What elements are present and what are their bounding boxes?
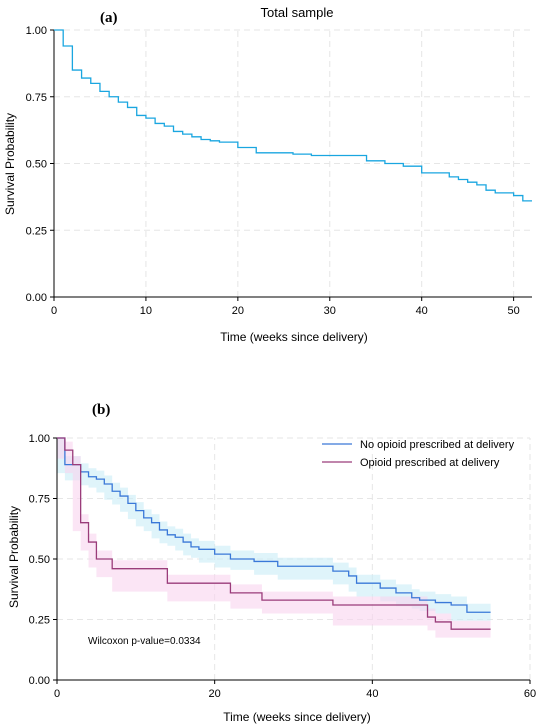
a-series-line-0 xyxy=(54,29,532,202)
survival-chart-b-canvas: (b) Time (weeks since delivery) Survival… xyxy=(7,402,537,724)
y-tick-label: 0.75 xyxy=(26,92,47,104)
x-tick-label: 20 xyxy=(232,305,244,317)
y-tick-label: 0.50 xyxy=(29,554,50,566)
legend: No opioid prescribed at delivery Opioid … xyxy=(322,439,515,469)
b-series-line-1 xyxy=(57,437,491,630)
x-axis-title-a: Time (weeks since delivery) xyxy=(220,330,368,344)
wilcoxon-annotation: Wilcoxon p-value=0.0334 xyxy=(88,636,201,647)
x-tick-label: 40 xyxy=(416,305,428,317)
legend-label-opioid: Opioid prescribed at delivery xyxy=(360,457,500,469)
survival-chart-a-canvas: (a) Total sample Time (weeks since deliv… xyxy=(3,5,532,344)
y-tick-label: 0.50 xyxy=(26,159,47,171)
x-tick-label: 10 xyxy=(140,305,152,317)
x-tick-label: 60 xyxy=(524,688,536,700)
y-tick-label: 0.25 xyxy=(26,225,47,237)
x-tick-label: 0 xyxy=(54,688,60,700)
y-tick-label: 0.75 xyxy=(29,494,50,506)
legend-label-no-opioid: No opioid prescribed at delivery xyxy=(360,439,515,451)
y-tick-label: 0.00 xyxy=(26,292,47,304)
confidence-band-1 xyxy=(57,438,491,638)
x-tick-label: 20 xyxy=(209,688,221,700)
x-tick-label: 40 xyxy=(366,688,378,700)
survival-chart-total-sample: (a) Total sample Time (weeks since deliv… xyxy=(0,0,550,360)
y-tick-label: 0.25 xyxy=(29,615,50,627)
panel-label-b: (b) xyxy=(92,402,110,418)
plot-area-a: 0.00 0.25 0.50 0.75 1.00 0 10 20 30 40 50 xyxy=(26,25,532,317)
y-axis-title-a: Survival Probability xyxy=(3,113,17,215)
b-series-line-0 xyxy=(57,437,491,613)
x-tick-label: 50 xyxy=(507,305,519,317)
x-tick-label: 0 xyxy=(51,305,57,317)
y-tick-label: 1.00 xyxy=(26,25,47,37)
chart-title: Total sample xyxy=(261,5,334,20)
plot-area-b: 0.00 0.25 0.50 0.75 1.00 0 20 40 60 xyxy=(29,433,537,700)
survival-chart-by-opioid: (b) Time (weeks since delivery) Survival… xyxy=(0,392,550,727)
y-axis-title-b: Survival Probability xyxy=(7,506,21,608)
y-tick-label: 1.00 xyxy=(29,433,50,445)
panel-label-a: (a) xyxy=(100,10,118,26)
x-axis-title-b: Time (weeks since delivery) xyxy=(223,710,371,724)
y-tick-label: 0.00 xyxy=(29,675,50,687)
x-tick-label: 30 xyxy=(324,305,336,317)
